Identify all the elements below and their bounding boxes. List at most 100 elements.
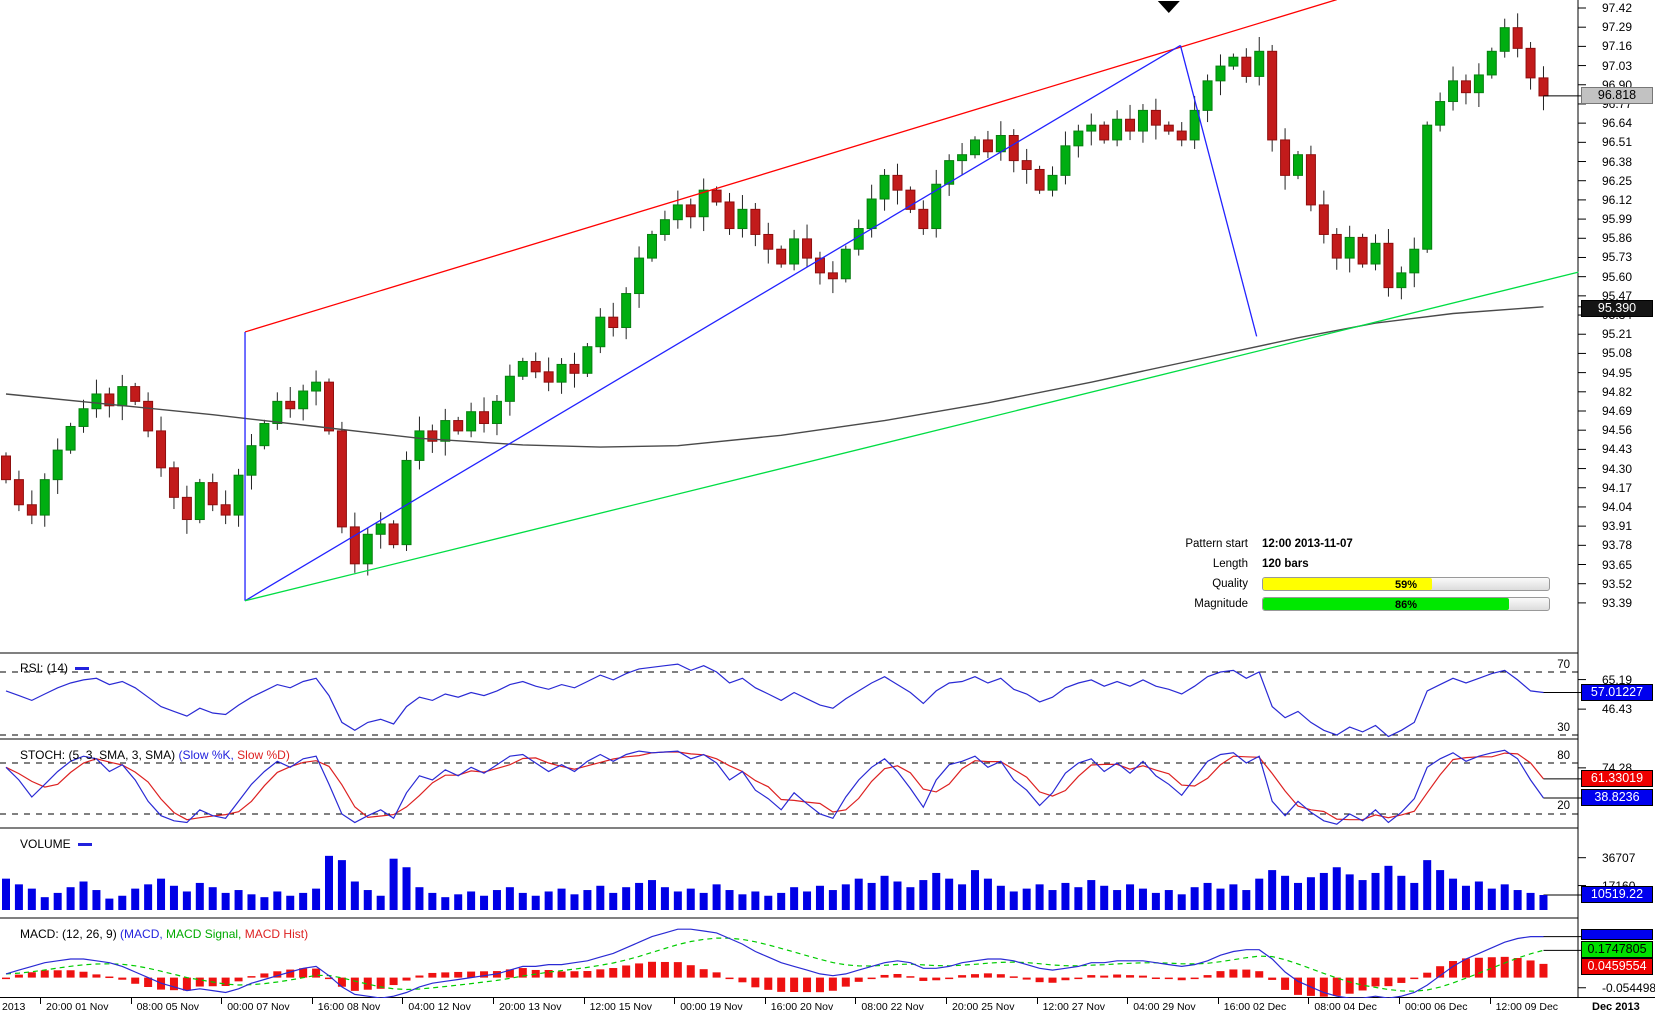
badge-connectors [1543, 95, 1581, 951]
price-tick-label: 96.12 [1602, 192, 1633, 207]
stoch-lower-level-label: 20 [1557, 800, 1570, 812]
time-tick [311, 998, 313, 1004]
price-tick-label: 94.95 [1602, 365, 1633, 380]
rsi-line-swatch-icon [75, 667, 90, 671]
ma-price-badge: 95.390 [1581, 300, 1653, 317]
time-axis-label: 08:00 04 Dec [1314, 1001, 1377, 1013]
stoch-d-value-badge: 61.33019 [1581, 770, 1653, 787]
price-tick-label: 95.08 [1602, 346, 1633, 361]
volume-panel-title: VOLUME [20, 837, 92, 851]
stoch-d-label: Slow %D) [237, 748, 290, 762]
pattern-info-box: Pattern start 12:00 2013-11-07 Length 12… [1090, 536, 1570, 616]
magnitude-progress-bar: 86% [1262, 596, 1550, 611]
volume-panel [2, 855, 1548, 910]
time-axis-label: 12:00 15 Nov [589, 1001, 653, 1013]
time-axis-label: 16:00 02 Dec [1223, 1001, 1287, 1013]
time-tick [221, 998, 223, 1004]
time-tick [1399, 998, 1400, 1004]
time-axis-label: 08:00 22 Nov [861, 1001, 924, 1013]
macd-signal-label: MACD Signal, [166, 927, 245, 941]
rsi-upper-level-label: 70 [1557, 659, 1570, 671]
magnitude-progress-fill [1263, 597, 1509, 610]
macd-signal-value-badge: 0.1747805 [1581, 941, 1653, 958]
pattern-length-value: 120 bars [1262, 557, 1309, 570]
time-tick [855, 998, 857, 1004]
time-tick [1308, 998, 1310, 1004]
price-tick-label: 93.52 [1602, 576, 1633, 591]
macd-panel-title: MACD: (12, 26, 9) (MACD, MACD Signal, MA… [20, 927, 308, 941]
price-tick-label: 95.73 [1602, 250, 1633, 265]
time-tick [583, 998, 585, 1004]
pattern-quality-label: Quality [1212, 577, 1248, 590]
price-tick-label: 97.16 [1602, 39, 1633, 54]
rsi-tick-label: 46.43 [1602, 702, 1633, 717]
price-tick-label: 97.03 [1602, 58, 1633, 73]
price-tick-label: 96.38 [1602, 154, 1633, 169]
candlesticks [1, 13, 1549, 576]
price-tick-label: 94.30 [1602, 461, 1633, 476]
time-axis-label: 16:00 08 Nov [317, 1001, 381, 1013]
time-tick [402, 998, 404, 1004]
price-tick-label: 93.91 [1602, 519, 1633, 534]
price-tick-label: 93.78 [1602, 538, 1633, 553]
time-axis-label: 12:00 09 Dec [1495, 1001, 1559, 1013]
price-tick-label: 95.99 [1602, 212, 1633, 227]
time-axis-label: 04:00 12 Nov [408, 1001, 471, 1013]
price-tick-label: 95.60 [1602, 269, 1633, 284]
price-tick-label: 93.65 [1602, 557, 1633, 572]
time-axis-label: 00:00 19 Nov [680, 1001, 743, 1013]
rsi-value-badge: 57.01227 [1581, 684, 1653, 701]
time-axis-label: 04:00 29 Nov [1133, 1001, 1196, 1013]
time-axis-label: 20:00 25 Nov [952, 1001, 1015, 1013]
price-tick-label: 96.64 [1602, 116, 1633, 131]
macd-line-label: (MACD, [120, 927, 167, 941]
rsi-tick-label: 65.19 [1602, 672, 1633, 687]
price-tick-label: 94.69 [1602, 403, 1633, 418]
time-tick [946, 998, 947, 1004]
price-tick-label: 96.51 [1602, 135, 1633, 150]
time-tick [40, 998, 41, 1004]
pattern-start-value: 12:00 2013-11-07 [1262, 537, 1353, 550]
apex-marker-icon [1157, 1, 1180, 13]
price-tick-label: 94.43 [1602, 442, 1633, 457]
macd-hist-label: MACD Hist) [244, 927, 309, 941]
pattern-length-label: Length [1212, 557, 1248, 570]
stoch-k-value-badge: 38.8236 [1581, 789, 1653, 806]
moving-average-line [5, 306, 1544, 448]
time-tick [1217, 998, 1219, 1004]
macd-hist-value-badge: 0.0459554 [1581, 958, 1653, 975]
rsi-label: RSI: (14) [20, 661, 69, 675]
volume-label: VOLUME [20, 837, 71, 851]
price-tick-label: 94.04 [1602, 499, 1633, 514]
macd-line-value-badge [1581, 929, 1653, 940]
time-tick [1127, 998, 1129, 1004]
pattern-start-label: Pattern start [1185, 537, 1248, 550]
stoch-panel [0, 749, 1578, 825]
price-tick-label: 94.56 [1602, 423, 1633, 438]
stoch-upper-level-label: 80 [1557, 750, 1570, 762]
rsi-lower-level-label: 30 [1557, 722, 1570, 734]
time-tick [493, 998, 494, 1004]
price-tick-label: 97.29 [1602, 20, 1633, 35]
time-axis-label: 16:00 20 Nov [770, 1001, 834, 1013]
time-axis[interactable]: 2013 20:00 01 Nov 08:00 05 Nov 00:00 07 No… [0, 998, 1655, 1017]
price-tick-label: 93.39 [1602, 595, 1633, 610]
pattern-trendlines [244, 0, 1579, 602]
rsi-panel-title: RSI: (14) [20, 661, 90, 675]
current-price-badge: 96.818 [1581, 87, 1653, 104]
time-axis-label: 12:00 27 Nov [1042, 1001, 1106, 1013]
price-tick-label: 94.17 [1602, 480, 1633, 495]
magnitude-percent: 86% [1394, 598, 1418, 611]
price-tick-label: 94.82 [1602, 384, 1633, 399]
volume-line-swatch-icon [77, 843, 92, 847]
time-tick [764, 998, 766, 1004]
time-axis-label: 20:00 01 Nov [46, 1001, 109, 1013]
price-tick-label: 95.47 [1602, 288, 1633, 303]
price-tick-label: 96.25 [1602, 173, 1633, 188]
macd-tick-label: -0.0544983 [1602, 980, 1655, 995]
time-axis-year-label: 2013 [2, 1001, 26, 1013]
time-axis-right-label: Dec 2013 [1592, 1001, 1640, 1013]
axis-ticks [1578, 7, 1586, 989]
